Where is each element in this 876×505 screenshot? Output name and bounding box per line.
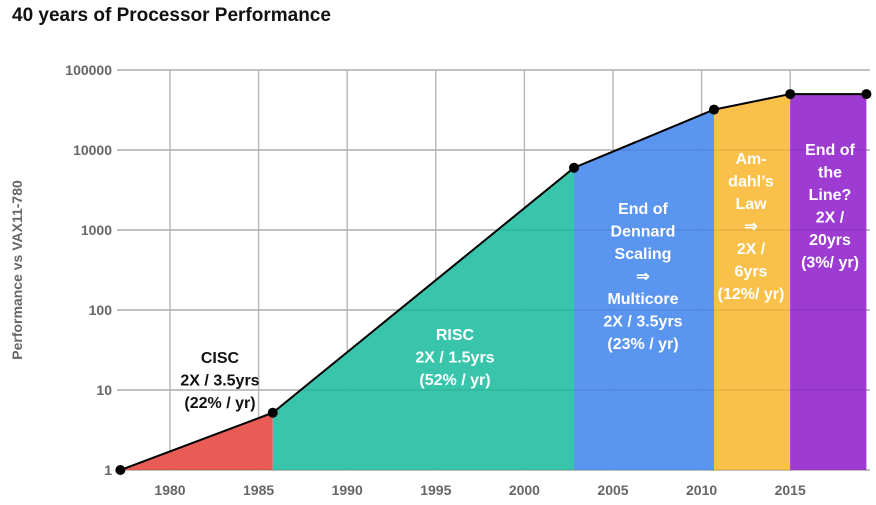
data-point: [267, 407, 278, 418]
x-tick-label: 2000: [509, 482, 540, 498]
annotation-amdahl: Am-: [735, 151, 766, 168]
area-region-amdahl: [714, 94, 791, 470]
annotation-multicore: (23% / yr): [607, 336, 678, 353]
x-tick-label: 1980: [154, 482, 185, 498]
data-point: [785, 89, 796, 100]
y-tick-label: 1: [104, 462, 112, 478]
x-tick-label: 2015: [775, 482, 806, 498]
annotation-risc: RISC: [436, 327, 475, 344]
data-point: [861, 89, 872, 100]
annotation-multicore: Scaling: [615, 246, 672, 263]
annotation-amdahl: dahl’s: [728, 174, 774, 191]
x-tick-label: 2010: [686, 482, 717, 498]
data-point: [709, 104, 720, 115]
annotation-multicore: 2X / 3.5yrs: [603, 314, 682, 331]
data-point: [115, 465, 126, 475]
area-region-endofline: [790, 94, 867, 470]
annotation-cisc: (22% / yr): [184, 395, 255, 412]
data-point: [569, 162, 580, 173]
chart-title: 40 years of Processor Performance: [12, 5, 331, 26]
annotation-endofline: End of: [805, 142, 855, 159]
y-tick-label: 1000: [81, 222, 112, 238]
x-tick-label: 1990: [332, 482, 363, 498]
y-tick-label: 100000: [65, 62, 112, 78]
area-region-multicore: [574, 109, 715, 470]
x-tick-label: 1995: [420, 482, 451, 498]
annotation-risc: 2X / 1.5yrs: [415, 350, 494, 367]
annotation-amdahl: ⇒: [744, 219, 757, 236]
annotation-endofline: 2X /: [816, 210, 845, 227]
area-region-risc: [272, 167, 575, 470]
annotation-amdahl: 6yrs: [735, 264, 768, 281]
annotation-amdahl: 2X /: [737, 241, 766, 258]
y-tick-label: 10: [96, 382, 112, 398]
x-tick-label: 2005: [597, 482, 628, 498]
annotation-multicore: Multicore: [607, 291, 678, 308]
annotation-endofline: Line?: [809, 187, 852, 204]
annotation-amdahl: (12%/ yr): [718, 286, 785, 303]
annotation-endofline: (3%/ yr): [801, 255, 859, 272]
annotation-endofline: the: [818, 165, 842, 182]
annotation-endofline: 20yrs: [809, 232, 851, 249]
annotation-amdahl: Law: [735, 196, 767, 213]
series-line: [120, 93, 867, 471]
x-tick-label: 1985: [243, 482, 274, 498]
y-tick-label: 100: [89, 302, 113, 318]
annotation-multicore: ⇒: [636, 269, 649, 286]
y-tick-label: 10000: [73, 142, 112, 158]
annotation-cisc: 2X / 3.5yrs: [180, 373, 259, 390]
y-axis-label: Performance vs VAX11-780: [9, 180, 25, 360]
annotation-cisc: CISC: [201, 350, 240, 367]
annotation-multicore: Dennard: [611, 224, 676, 241]
annotation-multicore: End of: [618, 201, 668, 218]
annotation-risc: (52% / yr): [419, 372, 490, 389]
